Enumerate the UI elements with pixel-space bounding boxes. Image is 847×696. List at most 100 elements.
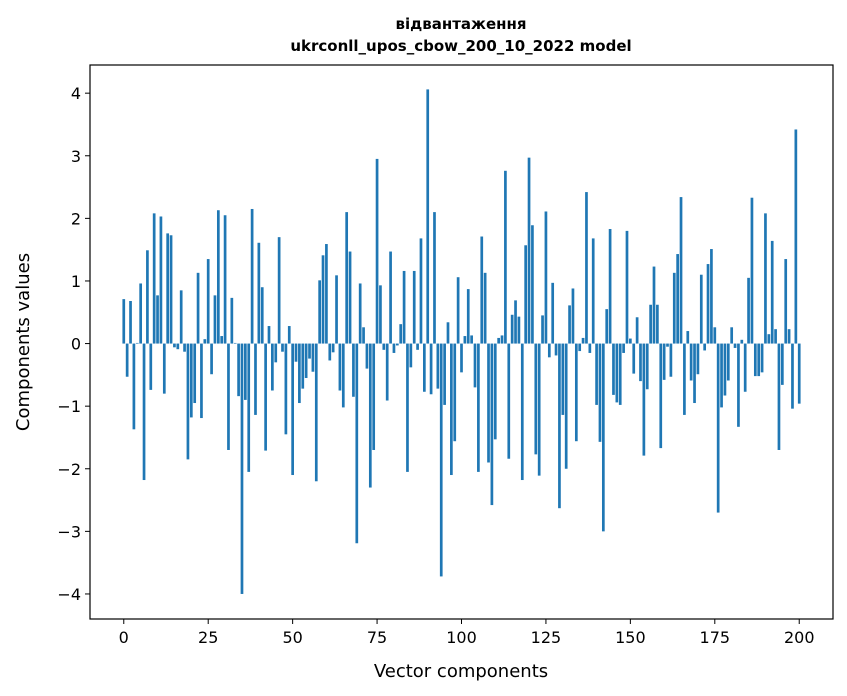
bar-163 — [672, 272, 676, 344]
bar-91 — [429, 343, 433, 395]
bar-62 — [331, 343, 335, 353]
bar-174 — [710, 249, 713, 344]
bar-90 — [426, 89, 430, 344]
bar-197 — [787, 329, 791, 344]
bar-40 — [257, 242, 261, 344]
bar-80 — [392, 343, 396, 353]
bar-23 — [200, 343, 203, 419]
bar-116 — [514, 300, 517, 344]
bar-51 — [294, 343, 298, 362]
bar-89 — [423, 343, 426, 392]
bar-37 — [247, 343, 251, 472]
bar-117 — [517, 316, 521, 344]
bar-70 — [358, 283, 362, 344]
bar-47 — [281, 343, 284, 352]
bar-36 — [244, 343, 247, 400]
bar-130 — [561, 343, 565, 415]
bar-109 — [490, 343, 494, 506]
bar-71 — [362, 327, 365, 344]
bar-6 — [142, 343, 146, 481]
bar-11 — [159, 216, 163, 344]
bar-107 — [483, 272, 487, 344]
bar-35 — [240, 343, 244, 594]
bar-73 — [368, 343, 372, 488]
bar-15 — [173, 343, 176, 348]
bar-114 — [507, 343, 511, 459]
bar-61 — [328, 343, 332, 361]
bar-67 — [348, 251, 352, 344]
bar-176 — [716, 343, 720, 513]
bar-26 — [210, 343, 213, 375]
bar-171 — [699, 274, 703, 344]
bar-113 — [504, 170, 507, 344]
bar-126 — [547, 343, 551, 358]
bar-183 — [740, 339, 744, 344]
x-tick-label-175: 175 — [700, 628, 731, 647]
bar-189 — [760, 343, 764, 373]
bar-160 — [662, 343, 666, 380]
bar-99 — [456, 277, 460, 344]
bar-173 — [706, 264, 710, 344]
bar-134 — [574, 343, 578, 442]
chart-title-line-2: ukrconll_upos_cbow_200_10_2022 model — [290, 37, 631, 55]
bar-184 — [743, 343, 747, 392]
bar-179 — [726, 343, 730, 381]
bar-123 — [537, 343, 541, 476]
bar-34 — [237, 343, 240, 397]
bar-58 — [318, 280, 321, 344]
bar-88 — [419, 238, 423, 344]
bar-152 — [635, 317, 639, 344]
bar-194 — [777, 343, 781, 450]
bar-series — [122, 89, 801, 594]
bar-98 — [453, 343, 457, 442]
bar-69 — [355, 343, 359, 544]
bar-137 — [585, 192, 588, 344]
bar-146 — [615, 343, 619, 403]
bar-158 — [656, 304, 659, 344]
bar-101 — [463, 336, 467, 344]
x-axis-ticks: 0 25 50 75 100 125 150 175 200 — [119, 619, 815, 647]
bar-161 — [666, 343, 669, 347]
bar-30 — [223, 215, 227, 344]
bar-33 — [233, 342, 237, 344]
bar-46 — [277, 237, 281, 344]
bar-44 — [271, 343, 274, 391]
bar-81 — [395, 343, 399, 346]
bar-162 — [669, 343, 673, 377]
bar-127 — [551, 282, 555, 344]
bar-64 — [338, 343, 342, 391]
bar-84 — [406, 343, 409, 472]
bar-180 — [730, 327, 734, 344]
x-tick-label-200: 200 — [784, 628, 815, 647]
y-tick-label-4: 4 — [71, 84, 81, 103]
bar-20 — [189, 343, 193, 418]
bar-172 — [703, 343, 707, 351]
bar-128 — [554, 343, 558, 356]
bar-72 — [365, 343, 369, 369]
bar-191 — [767, 334, 771, 344]
bar-165 — [679, 197, 683, 344]
bar-9 — [152, 213, 156, 344]
x-tick-label-0: 0 — [119, 628, 129, 647]
bar-200 — [797, 343, 801, 404]
bar-129 — [558, 343, 561, 509]
bar-57 — [314, 343, 318, 482]
bar-159 — [659, 343, 663, 449]
y-tick-label-0: 0 — [71, 335, 81, 354]
bar-95 — [443, 343, 446, 405]
bar-49 — [287, 326, 291, 344]
bar-115 — [510, 314, 514, 344]
bar-16 — [176, 343, 180, 350]
bar-100 — [460, 343, 463, 373]
y-axis-ticks: 4 3 2 1 0 −1 −2 −3 −4 — [57, 84, 90, 604]
bar-32 — [230, 297, 234, 344]
x-axis-label: Vector components — [374, 661, 548, 682]
bar-186 — [750, 197, 754, 344]
bar-78 — [385, 343, 389, 401]
bar-148 — [622, 343, 625, 353]
bar-187 — [753, 343, 757, 377]
bar-56 — [311, 343, 315, 372]
bar-8 — [149, 343, 153, 390]
bar-145 — [612, 343, 615, 395]
